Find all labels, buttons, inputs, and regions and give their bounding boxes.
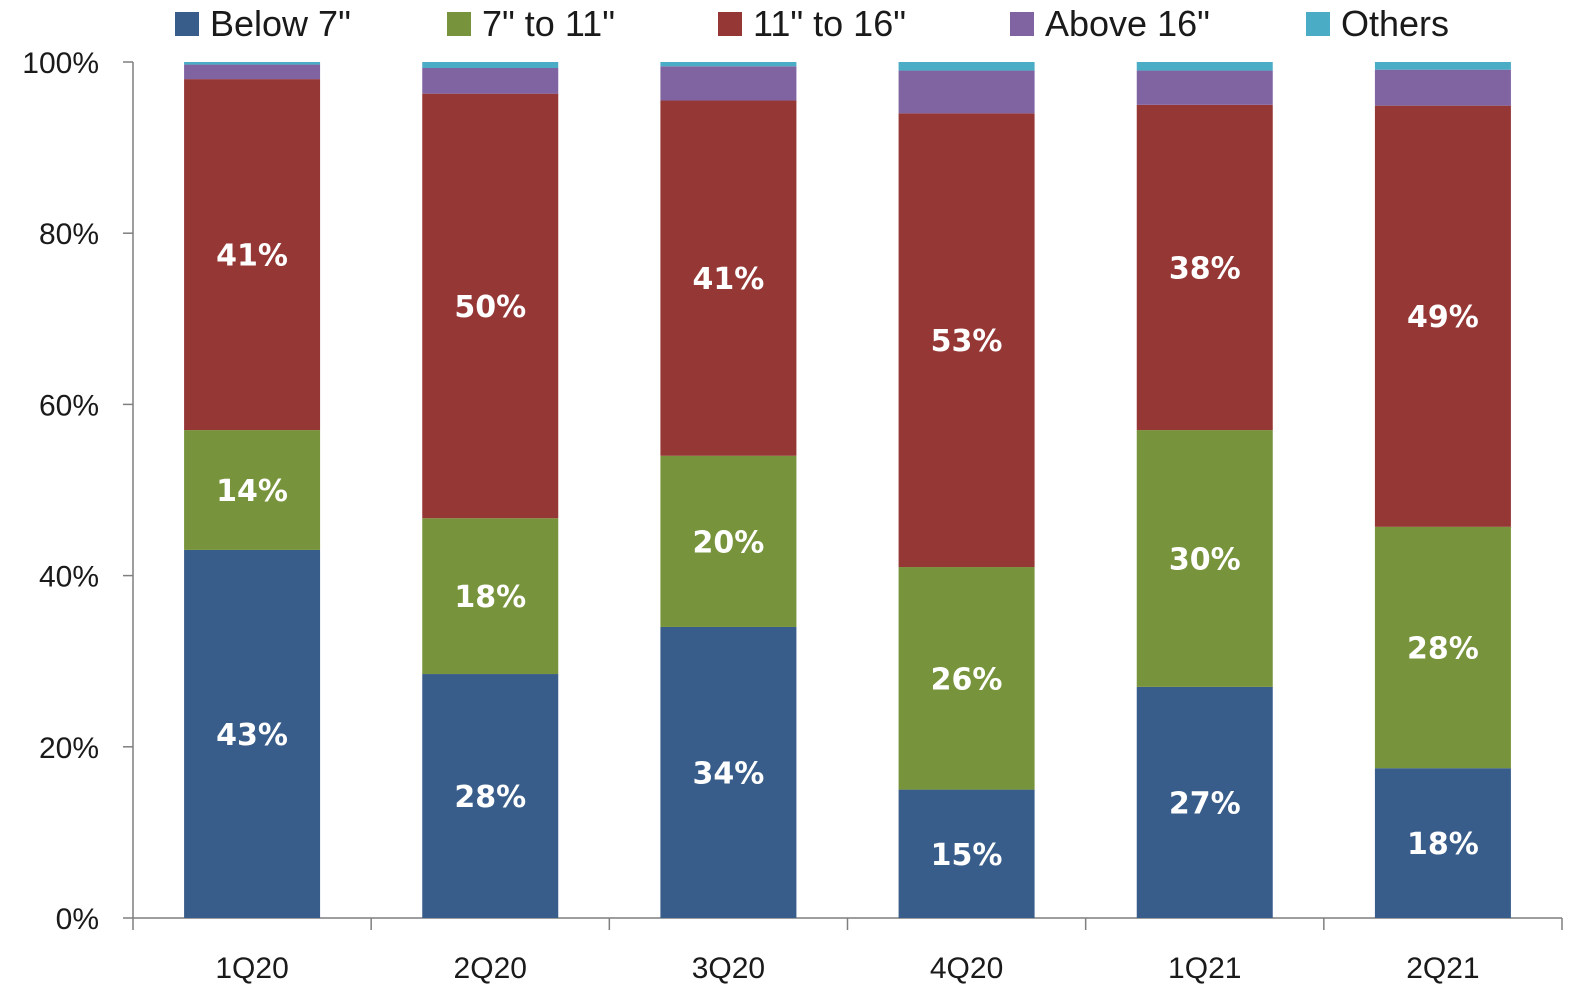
data-label: 14%: [216, 474, 288, 509]
data-labels: 43% 14% 41% 28% 18% 50% 34% 20% 41% 15% 26% 53% 27% 3…: [216, 239, 1479, 873]
bar-segment: [1374, 768, 1511, 918]
x-tick-label: 1Q21: [1168, 952, 1241, 985]
legend-swatch: [1010, 12, 1034, 36]
bar-segment: [660, 626, 797, 918]
bar-segment: [1374, 62, 1511, 70]
bar-segment: [184, 62, 321, 65]
y-tick-label: 60%: [39, 389, 99, 422]
bar-segment: [422, 518, 559, 675]
bar-segment: [184, 64, 321, 80]
bar-segment: [898, 567, 1035, 790]
x-tick-label: 2Q20: [454, 952, 527, 985]
data-label: 18%: [1407, 827, 1479, 862]
data-label: 20%: [693, 525, 765, 560]
bar-segment: [1374, 526, 1511, 769]
x-tick-label: 3Q20: [692, 952, 765, 985]
data-label: 30%: [1169, 542, 1241, 577]
legend-label: Below 7": [210, 3, 351, 44]
data-label: 41%: [216, 239, 288, 274]
data-label: 43%: [216, 718, 288, 753]
bar-segment: [898, 789, 1035, 918]
bar-segment: [1136, 104, 1273, 431]
bar-segment: [184, 79, 321, 431]
x-tick-label: 4Q20: [930, 952, 1003, 985]
bar-segment: [898, 70, 1035, 114]
bar-segment: [660, 100, 797, 456]
data-label: 38%: [1169, 251, 1241, 286]
legend-item: 7" to 11": [447, 3, 615, 44]
legend-label: 7" to 11": [482, 3, 615, 44]
bar-segment: [1374, 105, 1511, 527]
bar-segment: [422, 674, 559, 918]
data-label: 15%: [931, 838, 1003, 873]
data-label: 26%: [931, 662, 1003, 697]
bar-segment: [660, 66, 797, 101]
legend-swatch: [1306, 12, 1330, 36]
bar-segment: [422, 62, 559, 68]
legend-swatch: [175, 12, 199, 36]
axes: 0% 20% 40% 60% 80% 100% 1Q20 2Q20 3Q20 4Q20 1Q21 2Q…: [22, 47, 1563, 985]
bar-segment: [660, 455, 797, 627]
legend-item: Others: [1306, 3, 1449, 44]
legend-item: Below 7": [175, 3, 351, 44]
data-label: 34%: [693, 756, 765, 791]
y-tick-label: 20%: [39, 732, 99, 765]
bar-segment: [1374, 69, 1511, 106]
bar-segment: [1136, 686, 1273, 918]
legend-swatch: [447, 12, 471, 36]
legend-label: 11" to 16": [753, 3, 906, 44]
data-label: 18%: [454, 580, 526, 615]
bar-segment: [1136, 70, 1273, 105]
bar-segment: [1136, 430, 1273, 687]
y-tick-label: 100%: [22, 47, 99, 80]
y-tick-label: 40%: [39, 561, 99, 594]
y-tick-label: 0%: [56, 903, 99, 936]
bar-segment: [184, 549, 321, 918]
bars: [184, 62, 1511, 918]
legend-item: 11" to 16": [718, 3, 906, 44]
bar-segment: [422, 93, 559, 519]
data-label: 27%: [1169, 786, 1241, 821]
data-label: 41%: [693, 262, 765, 297]
data-label: 28%: [454, 780, 526, 815]
bar-segment: [660, 62, 797, 67]
legend-label: Above 16": [1045, 3, 1210, 44]
bar-segment: [898, 113, 1035, 568]
y-tick-label: 80%: [39, 218, 99, 251]
bar-segment: [898, 62, 1035, 71]
x-tick-label: 1Q20: [215, 952, 288, 985]
bar-segment: [184, 430, 321, 550]
data-label: 49%: [1407, 300, 1479, 335]
data-label: 50%: [454, 290, 526, 325]
data-label: 28%: [1407, 632, 1479, 667]
data-label: 53%: [931, 324, 1003, 359]
legend-label: Others: [1341, 3, 1449, 44]
bar-segment: [422, 67, 559, 94]
legend: Below 7" 7" to 11" 11" to 16" Above 16" Othe…: [175, 3, 1449, 44]
x-tick-label: 2Q21: [1406, 952, 1479, 985]
bar-segment: [1136, 62, 1273, 71]
legend-item: Above 16": [1010, 3, 1210, 44]
legend-swatch: [718, 12, 742, 36]
